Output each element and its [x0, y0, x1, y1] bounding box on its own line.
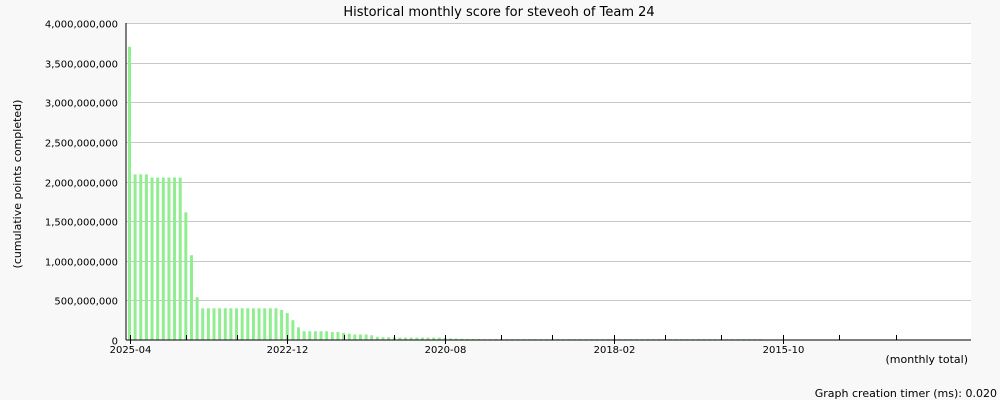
x-tick-label: 2020-08	[425, 345, 467, 356]
bar	[285, 313, 289, 340]
bar	[302, 331, 306, 340]
bar	[229, 308, 233, 340]
bar	[330, 332, 334, 340]
bar	[409, 337, 413, 340]
bar	[156, 177, 160, 340]
grid-lines	[126, 23, 971, 301]
bar	[201, 308, 205, 340]
bar	[246, 308, 250, 340]
bar	[189, 255, 193, 340]
bar	[308, 331, 312, 340]
bar	[387, 337, 391, 340]
x-tick-label: 2015-10	[763, 345, 805, 356]
bar	[144, 174, 148, 340]
bar	[319, 331, 323, 340]
bar	[184, 212, 188, 340]
y-tick-label: 4,000,000,000	[45, 20, 118, 31]
y-tick-labels: 0 500,000,000 1,000,000,000 1,500,000,000 2,…	[45, 20, 118, 348]
axes	[125, 23, 971, 344]
bar	[364, 334, 368, 340]
bar	[342, 332, 346, 340]
x-tick-label: 2018-02	[594, 345, 636, 356]
y-axis-label: (cumulative points completed)	[11, 100, 24, 269]
y-tick-label: 500,000,000	[54, 297, 118, 308]
bar	[370, 335, 374, 340]
bar	[178, 177, 182, 340]
x-tick-label: 2025-04	[110, 345, 152, 356]
bar	[404, 337, 408, 340]
bar	[454, 338, 458, 340]
bar	[133, 174, 137, 340]
bar	[235, 308, 239, 340]
y-tick-label: 0	[112, 337, 118, 348]
x-tick-label: 2022-12	[267, 345, 309, 356]
bar	[240, 308, 244, 340]
bar	[139, 174, 143, 340]
bar	[128, 46, 131, 341]
x-axis-label: (monthly total)	[886, 353, 969, 366]
bar	[426, 337, 430, 340]
bar	[161, 177, 165, 340]
bar	[437, 337, 441, 340]
bar	[347, 333, 351, 340]
bar	[358, 334, 362, 340]
y-tick-label: 1,500,000,000	[45, 218, 118, 229]
bar	[381, 337, 385, 340]
bar	[398, 337, 402, 340]
bar	[218, 308, 222, 340]
bar	[353, 334, 357, 340]
graph-timer-footer: Graph creation timer (ms): 0.020	[815, 387, 997, 400]
y-tick-label: 1,000,000,000	[45, 258, 118, 269]
bar	[375, 336, 379, 340]
plot-area	[126, 23, 971, 340]
bar	[449, 338, 453, 340]
bar	[325, 331, 329, 340]
bar	[297, 327, 300, 340]
bar	[268, 308, 272, 340]
y-tick-label: 2,500,000,000	[45, 139, 118, 150]
bar	[291, 320, 295, 340]
x-tick-labels: 2025-04 2022-12 2020-08 2018-02 2015-10	[110, 345, 805, 356]
bar	[223, 308, 227, 340]
bar	[460, 338, 464, 340]
bar	[251, 308, 255, 340]
bar	[195, 297, 199, 340]
bar	[206, 308, 210, 340]
y-tick-label: 3,500,000,000	[45, 60, 118, 71]
bar	[443, 338, 447, 340]
bar	[420, 337, 424, 340]
bar	[167, 177, 171, 340]
bar	[432, 337, 436, 340]
bar	[313, 331, 317, 340]
bar	[150, 177, 154, 340]
bar	[280, 309, 284, 340]
bar	[415, 337, 419, 340]
bar	[274, 308, 278, 340]
bar-series	[128, 46, 762, 341]
y-tick-label: 3,000,000,000	[45, 99, 118, 110]
bar	[263, 308, 267, 340]
y-tick-label: 2,000,000,000	[45, 179, 118, 190]
bar	[257, 308, 261, 340]
bar	[173, 177, 177, 340]
bar	[212, 308, 216, 340]
bar	[336, 332, 340, 340]
chart-title: Historical monthly score for steveoh of …	[343, 5, 654, 20]
